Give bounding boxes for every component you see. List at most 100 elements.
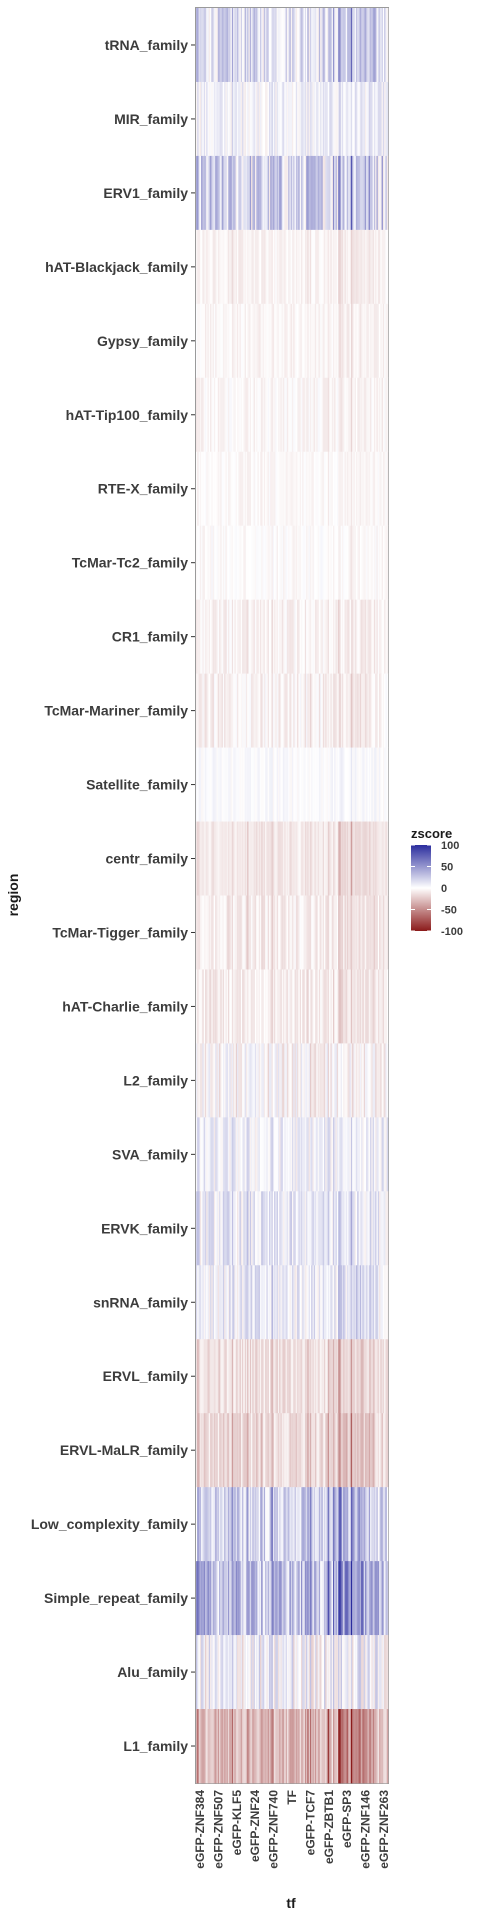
heatmap-cell bbox=[238, 525, 240, 600]
heatmap-cell bbox=[350, 1043, 353, 1118]
heatmap-cell bbox=[215, 747, 217, 822]
heatmap-cell bbox=[261, 599, 263, 674]
heatmap-cell bbox=[238, 969, 240, 1044]
legend-tick-label: 50 bbox=[441, 862, 453, 874]
heatmap-cell bbox=[381, 1191, 384, 1266]
heatmap-cell bbox=[343, 377, 345, 453]
heatmap-cell bbox=[268, 81, 271, 157]
heatmap-cell bbox=[288, 1043, 290, 1118]
heatmap-cell bbox=[277, 1265, 280, 1340]
heatmap-cell bbox=[334, 8, 336, 83]
heatmap-cell bbox=[344, 1709, 347, 1784]
heatmap-cell bbox=[363, 1043, 366, 1118]
heatmap-cell bbox=[258, 81, 261, 157]
heatmap-cell bbox=[270, 1635, 272, 1710]
heatmap-cell bbox=[240, 1117, 243, 1192]
heatmap-cell bbox=[341, 1191, 344, 1266]
heatmap-cell bbox=[334, 969, 336, 1044]
heatmap-cell bbox=[277, 599, 280, 674]
heatmap-cell bbox=[228, 1413, 230, 1488]
heatmap-cell bbox=[324, 377, 326, 453]
heatmap-cell bbox=[379, 1117, 381, 1192]
heatmap-cell bbox=[326, 1117, 329, 1192]
heatmap-cell bbox=[358, 1561, 361, 1636]
heatmap-cell bbox=[238, 303, 240, 379]
heatmap-cell bbox=[202, 1117, 204, 1192]
heatmap-cell bbox=[316, 525, 318, 600]
heatmap-cell bbox=[275, 747, 277, 822]
heatmap-cell bbox=[379, 1339, 381, 1414]
heatmap-cell bbox=[262, 229, 265, 305]
heatmap-cell bbox=[315, 1709, 317, 1784]
heatmap-cell bbox=[326, 747, 329, 822]
heatmap-cell bbox=[242, 673, 244, 748]
heatmap-cell bbox=[366, 747, 368, 822]
heatmap-cell bbox=[313, 81, 316, 157]
heatmap-cell bbox=[238, 451, 240, 527]
heatmap-cell bbox=[334, 1191, 336, 1266]
heatmap-cell bbox=[281, 1191, 284, 1266]
heatmap-cell bbox=[283, 451, 285, 527]
heatmap-cell bbox=[318, 1413, 321, 1488]
heatmap-cell bbox=[236, 525, 239, 600]
heatmap-cell bbox=[275, 1413, 277, 1488]
heatmap-cell bbox=[243, 1339, 245, 1414]
heatmap-cell bbox=[289, 377, 292, 453]
heatmap-cell bbox=[257, 1339, 260, 1414]
heatmap-cell bbox=[199, 673, 202, 748]
heatmap-cell bbox=[312, 303, 315, 379]
heatmap-cell bbox=[352, 821, 354, 896]
heatmap-cell bbox=[316, 1413, 318, 1488]
heatmap-cell bbox=[248, 1635, 251, 1710]
heatmap-cell bbox=[329, 1265, 331, 1340]
heatmap-cell bbox=[274, 821, 276, 896]
heatmap-cell bbox=[295, 969, 298, 1044]
heatmap-cell bbox=[217, 81, 220, 157]
heatmap-cell bbox=[334, 1339, 336, 1414]
heatmap-cell bbox=[325, 451, 327, 527]
heatmap-cell bbox=[293, 1339, 295, 1414]
heatmap-cell bbox=[295, 1117, 298, 1192]
heatmap-cell bbox=[197, 1635, 199, 1710]
heatmap-cell bbox=[198, 747, 201, 822]
heatmap-cell bbox=[229, 1487, 231, 1562]
heatmap-cell bbox=[265, 1709, 267, 1784]
heatmap-cell bbox=[341, 229, 344, 305]
heatmap-cell bbox=[312, 81, 315, 157]
heatmap-cell bbox=[284, 1117, 286, 1192]
heatmap-cell bbox=[350, 821, 353, 896]
heatmap-cell bbox=[230, 8, 233, 83]
heatmap-cell bbox=[370, 81, 372, 157]
heatmap-cell bbox=[215, 599, 217, 674]
heatmap-cell bbox=[215, 1043, 217, 1118]
heatmap-cell bbox=[359, 1117, 362, 1192]
heatmap-cell bbox=[265, 81, 267, 157]
row-label: Gypsy_family bbox=[97, 333, 188, 349]
heatmap-cell bbox=[229, 1413, 231, 1488]
heatmap-cell bbox=[297, 895, 299, 970]
heatmap-cell bbox=[313, 1117, 316, 1192]
heatmap-cell bbox=[309, 673, 312, 748]
heatmap-cell bbox=[331, 1117, 334, 1192]
heatmap-cell bbox=[201, 1487, 203, 1562]
heatmap-cell bbox=[361, 1339, 363, 1414]
heatmap-cell bbox=[286, 377, 289, 453]
heatmap-cell bbox=[366, 229, 368, 305]
heatmap-cell bbox=[213, 1339, 216, 1414]
heatmap-cell bbox=[215, 969, 217, 1044]
heatmap-cell bbox=[318, 1709, 321, 1784]
heatmap-cell bbox=[371, 1487, 373, 1562]
heatmap-cell bbox=[253, 451, 256, 527]
heatmap-cell bbox=[322, 1635, 325, 1710]
heatmap-cell bbox=[258, 1043, 261, 1118]
heatmap-cell bbox=[366, 451, 368, 527]
heatmap-cell bbox=[350, 1561, 353, 1636]
heatmap-cell bbox=[367, 1487, 370, 1562]
heatmap-cell bbox=[272, 155, 275, 231]
heatmap-cell bbox=[208, 303, 211, 379]
heatmap-cell bbox=[272, 1265, 275, 1340]
heatmap-cell bbox=[244, 969, 247, 1044]
heatmap-cell bbox=[289, 81, 292, 157]
heatmap-cell bbox=[243, 377, 245, 453]
heatmap-cell bbox=[251, 8, 253, 83]
